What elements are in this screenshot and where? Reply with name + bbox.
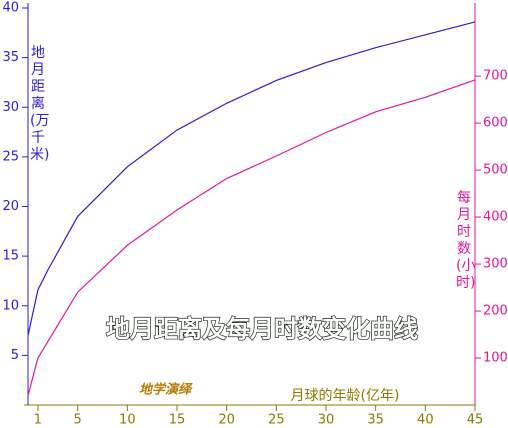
x-tick-label: 20 [218, 413, 235, 428]
x-tick-label: 15 [169, 413, 186, 428]
y-tick-label: 35 [2, 50, 19, 65]
y2-tick-label: 700 [483, 69, 508, 84]
x-tick-label: 1 [34, 413, 42, 428]
series-line [27, 79, 476, 396]
y-tick-label: 30 [2, 100, 19, 115]
x-axis-label: 月球的年龄(亿年) [291, 388, 400, 404]
x-tick-label: 40 [417, 413, 434, 428]
y2-tick-label: 200 [483, 304, 508, 319]
x-tick-label: 35 [367, 413, 384, 428]
y2-tick-label: 600 [483, 116, 508, 131]
y2-axis-label: 每月时数(小时) [456, 190, 476, 291]
x-tick-label: 30 [318, 413, 335, 428]
y-axis-label: 地月距离(万千米) [30, 45, 50, 163]
y-tick-label: 20 [2, 199, 19, 214]
watermark: 地学演绎 [139, 382, 193, 398]
y2-tick-label: 500 [483, 163, 508, 178]
x-tick-label: 5 [74, 413, 82, 428]
y2-tick-label: 400 [483, 210, 508, 225]
x-tick-label: 45 [467, 413, 484, 428]
y-tick-label: 5 [11, 348, 19, 363]
chart-title: 地月距离及每月时数变化曲线 [106, 315, 418, 343]
y-tick-label: 25 [2, 149, 19, 164]
y2-tick-label: 100 [483, 351, 508, 366]
y-tick-label: 15 [2, 249, 19, 264]
x-tick-label: 10 [119, 413, 136, 428]
y2-tick-label: 300 [483, 257, 508, 272]
y-tick-label: 40 [2, 1, 19, 16]
y-tick-label: 10 [2, 298, 19, 313]
series-line [27, 21, 476, 336]
x-tick-label: 25 [268, 413, 285, 428]
